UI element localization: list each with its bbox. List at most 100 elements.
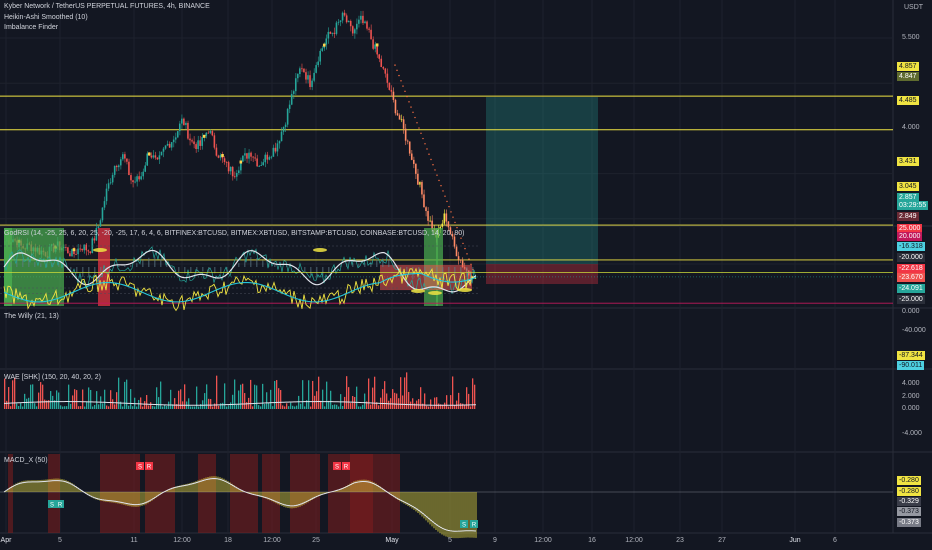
candle-body — [402, 119, 405, 129]
candle-body — [351, 26, 354, 34]
time-tick-label: May — [385, 537, 399, 544]
wae-bar — [176, 404, 178, 409]
candle-body — [248, 152, 250, 159]
godrsi-bar — [322, 267, 324, 277]
wae-bar — [94, 404, 96, 409]
godrsi-bar — [124, 265, 126, 267]
wae-bar — [356, 386, 358, 409]
candle-body — [250, 152, 252, 157]
wae-bar — [370, 404, 372, 409]
wae-bar — [222, 402, 224, 409]
candle-body — [174, 137, 177, 140]
time-tick-label: 5 — [448, 537, 452, 544]
wae-bar — [268, 402, 270, 409]
willy-title[interactable]: The Willy (21, 13) — [4, 313, 59, 320]
wae-bar — [394, 392, 396, 409]
godrsi-bar — [142, 260, 144, 267]
wae-bar — [180, 389, 182, 409]
wae-bar — [406, 372, 408, 409]
candle-body — [311, 80, 313, 88]
wae-bar — [38, 392, 40, 409]
candle-body — [158, 155, 161, 160]
godrsi-marker — [411, 289, 425, 293]
candle-body — [146, 153, 149, 166]
symbol-title[interactable]: Kyber Network / TetherUS PERPETUAL FUTUR… — [4, 3, 210, 10]
macd-zone — [198, 454, 216, 533]
heikin-marker — [221, 153, 224, 157]
candle-body — [150, 155, 153, 158]
candle-body — [223, 158, 226, 162]
wae-bar — [300, 403, 302, 409]
trail-dot — [404, 90, 406, 93]
candle-body — [364, 21, 366, 24]
candle-body — [225, 161, 228, 163]
indicator-heikin-ashi[interactable]: Heikin-Ashi Smoothed (10) — [4, 14, 88, 21]
wae-bar — [258, 405, 260, 409]
candle-body — [349, 20, 352, 27]
wae-bar — [200, 404, 202, 409]
time-tick-label: 12:00 — [625, 537, 643, 544]
macd-signal-badge — [342, 462, 350, 470]
candle-body — [459, 259, 462, 261]
candle-body — [358, 19, 360, 24]
godrsi-bar — [208, 267, 210, 273]
wae-bar — [244, 393, 246, 409]
price-tag: -0.280 — [897, 476, 921, 485]
axis-tick-label: 2.000 — [902, 393, 920, 400]
price-tag: 4.857 — [897, 62, 919, 71]
wae-bar — [128, 405, 130, 409]
candle-body — [292, 91, 295, 94]
wae-bar — [312, 380, 314, 409]
candle-body — [443, 213, 446, 224]
wae-bar — [48, 400, 50, 409]
candle-body — [256, 158, 258, 167]
candle-body — [325, 38, 328, 45]
wae-bar — [430, 399, 432, 409]
candle-body — [388, 82, 391, 90]
wae-bar — [148, 405, 150, 409]
macd-signal-badge — [136, 462, 144, 470]
macd-signal-line — [3, 478, 477, 532]
wae-bar — [294, 406, 296, 409]
godrsi-bar — [148, 257, 150, 267]
wae-bar — [414, 403, 416, 409]
godrsi-marker — [93, 248, 107, 252]
time-tick-label: 16 — [588, 537, 596, 544]
wae-bar — [284, 406, 286, 409]
candle-body — [270, 156, 273, 158]
candle-body — [187, 122, 189, 139]
candle-body — [244, 153, 246, 156]
trail-dot — [402, 85, 404, 87]
wae-bar — [46, 400, 48, 409]
wae-title[interactable]: WAE [SHK] (150, 20, 40, 20, 2) — [4, 374, 102, 381]
candle-body — [79, 248, 81, 250]
wae-bar — [466, 387, 468, 409]
wae-bar — [142, 406, 144, 409]
wae-bar — [280, 390, 282, 409]
time-tick-label: Apr — [0, 537, 12, 544]
godrsi-bar — [82, 267, 84, 277]
wae-bar — [446, 395, 448, 409]
wae-bar — [334, 404, 336, 409]
godrsi-bar — [100, 267, 102, 272]
trail-dot — [426, 148, 428, 150]
price-tag: 20.000 — [897, 232, 923, 241]
candle-body — [217, 155, 220, 158]
wae-bar — [166, 405, 168, 409]
candle-body — [356, 23, 358, 30]
heikin-marker — [72, 248, 76, 252]
wae-bar — [6, 400, 8, 409]
wae-bar — [154, 406, 156, 409]
wae-bar — [18, 406, 20, 409]
macd-title[interactable]: MACD_X (50) — [4, 457, 48, 464]
wae-bar — [420, 387, 422, 409]
candle-body — [317, 61, 319, 66]
wae-bar — [208, 398, 210, 409]
candle-body — [335, 22, 338, 34]
godrsi-title[interactable]: GodRSI (14, -25, 25, 6, 20, 25, -20, -25… — [4, 230, 465, 237]
indicator-imbalance[interactable]: Imbalance Finder — [4, 24, 59, 31]
candle-body — [451, 234, 454, 237]
wae-bar — [58, 392, 60, 409]
trail-dot — [456, 226, 458, 229]
